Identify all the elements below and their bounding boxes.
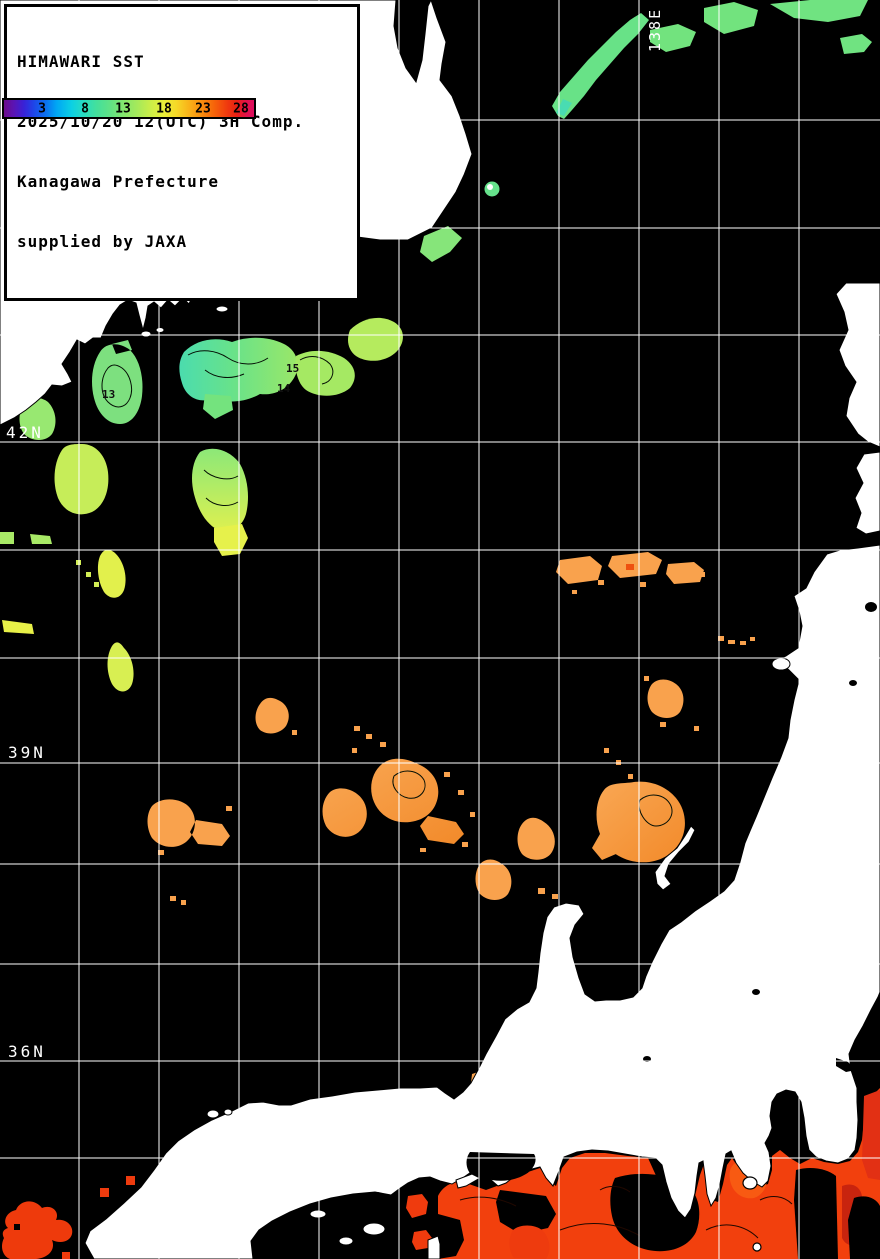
sst-left-edge-bits — [0, 532, 52, 544]
sst-patch-ne-1 — [650, 24, 696, 52]
info-region: Kanagawa Prefecture — [17, 172, 220, 191]
orange-cluster-a — [556, 552, 705, 594]
lake-tazawa — [849, 680, 857, 686]
contour-green-2 — [203, 469, 239, 506]
red-shima-patch — [509, 1225, 550, 1259]
sst-band-ext-2 — [348, 317, 403, 361]
oki-island-1 — [206, 1109, 220, 1119]
red-cluster-bottom-left — [2, 1201, 73, 1259]
seto-island-1 — [309, 1209, 327, 1219]
contour-red-1 — [459, 1196, 641, 1237]
orange-cluster-g — [255, 697, 297, 735]
seto-inland-sea — [251, 1192, 406, 1259]
sst-patch-ne-4 — [840, 34, 872, 54]
askold-islet — [215, 305, 229, 313]
vladivostok-islet-2 — [155, 327, 165, 333]
izu-islet — [752, 1242, 762, 1252]
lat-label-36n: 36N — [8, 1042, 46, 1061]
contour-label-15: 15 — [286, 362, 299, 375]
contour-green-loop-1 — [101, 364, 133, 408]
orange-cluster-c — [644, 676, 684, 727]
cloud-hole-1 — [496, 1190, 556, 1234]
lat-label-42n: 42N — [6, 423, 44, 442]
sst-main-band-tail — [203, 394, 233, 419]
sst-left-speckles — [76, 560, 99, 587]
contour-label-14: 14 — [277, 382, 291, 395]
cloud-hole-4 — [848, 1196, 880, 1259]
contour-orange-ring-2 — [392, 770, 426, 799]
lat-label-39n: 39N — [8, 743, 46, 762]
ise-bay-biwa — [466, 1152, 536, 1181]
bay-red-patches — [406, 1194, 432, 1250]
sst-main-band — [179, 337, 298, 402]
islands — [140, 305, 791, 1259]
shikoku-corner — [427, 1235, 441, 1259]
lake-inawashiro — [752, 989, 760, 995]
info-credit: supplied by JAXA — [17, 232, 188, 251]
colorbar-tick-13: 13 — [115, 101, 131, 116]
land-honshu-north-tip — [854, 451, 880, 535]
contour-green-1 — [187, 350, 269, 378]
sst-left-yellow-dash — [2, 620, 34, 634]
orange-cluster-e — [322, 758, 464, 844]
oshima-island — [742, 1176, 758, 1190]
orange-dots-i — [170, 896, 186, 905]
cloud-hole-5 — [438, 1214, 464, 1259]
oga-islet — [771, 657, 791, 671]
sst-band-ne-cold-sliver — [556, 99, 572, 116]
orange-cluster-a-redbit — [626, 564, 634, 570]
green-ring-island — [483, 180, 501, 198]
shima-spit — [455, 1173, 482, 1189]
info-title: HIMAWARI SST — [17, 52, 145, 71]
orange-speckle-row-b — [718, 636, 755, 645]
contour-green-loop-2 — [299, 356, 334, 385]
oki-island-2 — [223, 1108, 233, 1116]
isotherm-contours: 15 14 13 — [101, 350, 793, 1239]
green-ring-center — [487, 184, 493, 190]
vladivostok-islet-1 — [140, 330, 152, 338]
land-hokkaido-sw — [835, 282, 880, 448]
orange-cluster-f — [147, 799, 232, 855]
sst-coastal-strip — [420, 226, 462, 262]
lon-label-138e: 138E — [646, 8, 664, 52]
contour-orange-ring-1 — [638, 794, 673, 827]
sst-green-patches — [0, 0, 872, 692]
contour-label-13: 13 — [102, 388, 115, 401]
lake-towada — [865, 602, 877, 612]
temperature-colorbar: 3 8 13 18 23 28 — [2, 98, 256, 119]
sst-orange-patches — [147, 552, 755, 1095]
colorbar-tick-23: 23 — [195, 101, 211, 116]
info-box: HIMAWARI SST 2025/10/20 12(UTC) 3H Comp.… — [4, 4, 360, 301]
orange-cluster-h — [475, 817, 558, 900]
contour-red-2 — [599, 1185, 793, 1239]
seto-island-3 — [338, 1236, 354, 1246]
colorbar-tick-8: 8 — [81, 101, 89, 116]
sst-left-yellow-2 — [107, 642, 134, 692]
seto-island-2 — [362, 1222, 386, 1236]
sst-band-ext-1 — [295, 350, 355, 396]
red-dots-west — [100, 1176, 404, 1197]
sst-blob-west — [92, 340, 143, 424]
sado-island — [654, 825, 696, 891]
sst-band-ne-coast — [552, 13, 649, 119]
land-honshu-main — [84, 544, 880, 1259]
red-dark-column-right — [862, 1090, 880, 1180]
sst-blob-yellow-1 — [54, 444, 109, 515]
sst-blob-column — [192, 448, 248, 532]
orange-cluster-d — [592, 781, 685, 863]
sst-patch-ne-2 — [704, 2, 758, 34]
cloud-hole-3 — [794, 1168, 838, 1259]
sst-left-yellow-1 — [97, 549, 126, 598]
kii-red-2 — [412, 1230, 432, 1250]
colorbar-tick-28: 28 — [233, 101, 249, 116]
sst-patch-ne-3 — [770, 0, 868, 22]
kii-red-1 — [406, 1194, 428, 1218]
colorbar-tick-3: 3 — [38, 101, 46, 116]
colorbar-tick-18: 18 — [156, 101, 172, 116]
